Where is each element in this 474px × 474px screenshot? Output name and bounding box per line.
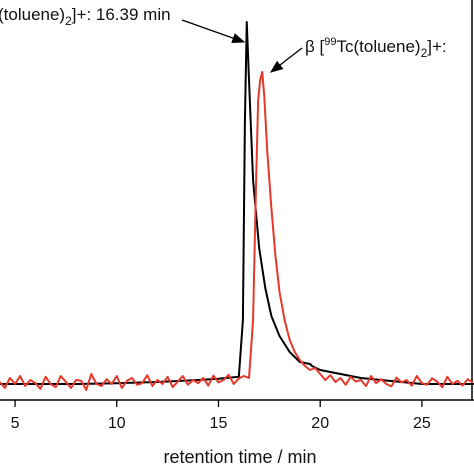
annotation-sub: 2 (65, 14, 72, 28)
annotation-text: ]+: (427, 37, 446, 56)
annotation-text: β [ (305, 37, 325, 56)
arrow (181, 19, 246, 43)
annotation-sub: 2 (421, 46, 428, 60)
annotation-text: (toluene) (0, 5, 65, 24)
annotation-text: Tc(toluene) (336, 37, 420, 56)
annotation: (toluene)2]+: 16.39 min (0, 5, 171, 28)
x-axis-title: retention time / min (163, 447, 316, 467)
data-line (0, 71, 474, 391)
x-tick-label: 25 (413, 415, 431, 432)
x-tick-label: 5 (11, 415, 20, 432)
x-tick-label: 20 (311, 415, 329, 432)
x-tick-label: 10 (108, 415, 126, 432)
arrow (269, 47, 303, 73)
data-line (0, 21, 474, 385)
annotation: β [99Tc(toluene)2]+: (305, 36, 447, 60)
annotation-text: ]+: 16.39 min (72, 5, 171, 24)
x-tick-label: 15 (210, 415, 228, 432)
annotation-sup: 99 (324, 36, 336, 48)
